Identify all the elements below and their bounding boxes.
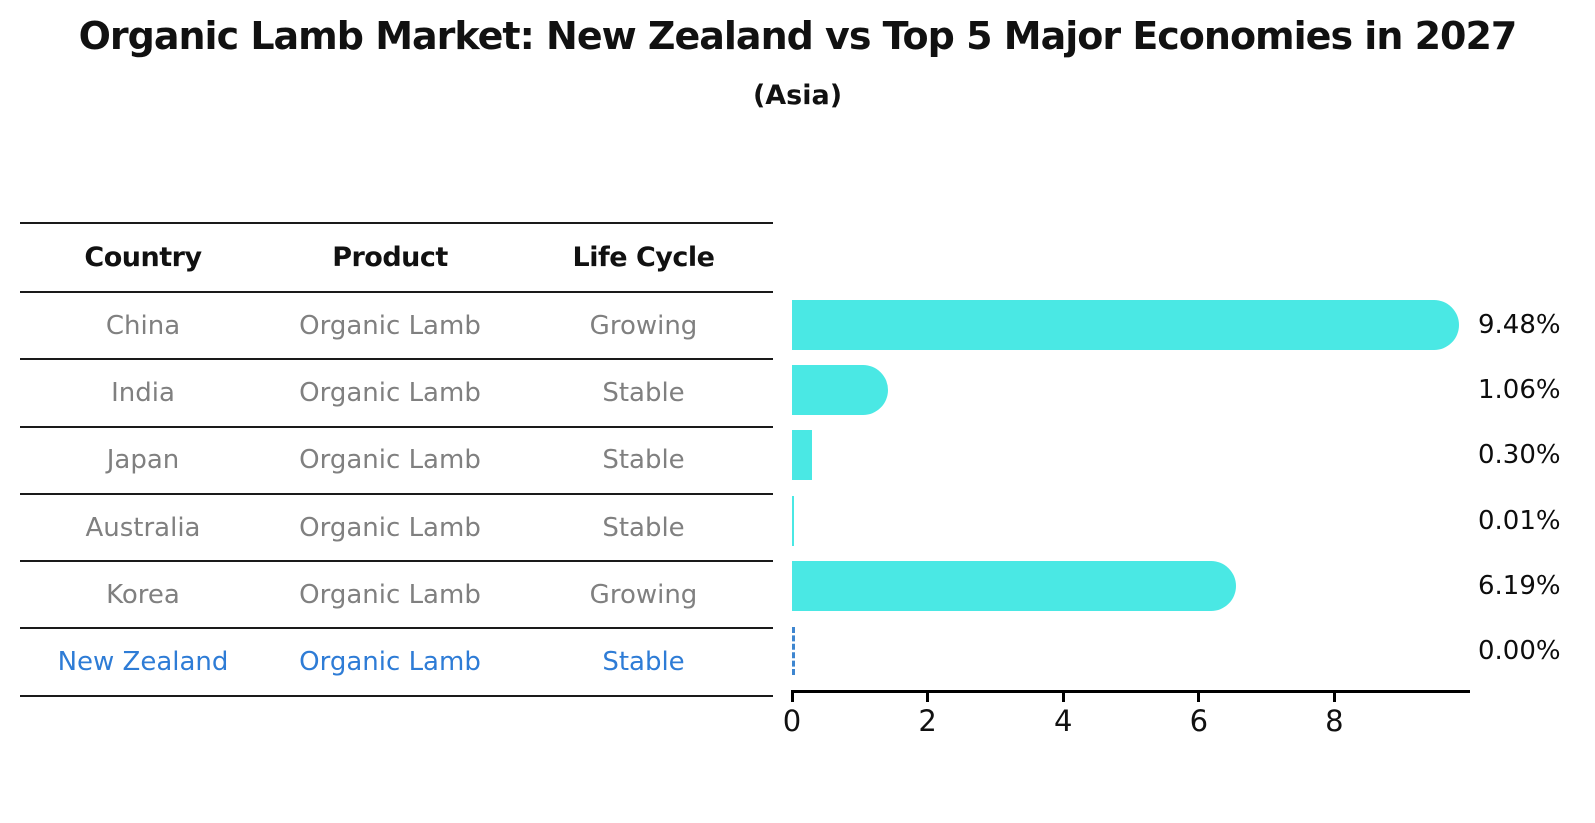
tick-label: 4	[1053, 704, 1073, 738]
tick-label: 0	[782, 704, 802, 738]
column-header-lifecycle: Life Cycle	[572, 242, 715, 273]
bar-row	[792, 357, 1470, 422]
value-label-japan: 0.30%	[1478, 440, 1561, 471]
bar-plot-area	[792, 292, 1470, 684]
cell-lifecycle: Growing	[589, 310, 698, 341]
bar-korea	[792, 560, 1236, 611]
cell-product: Organic Lamb	[299, 512, 481, 543]
tick-mark	[926, 693, 930, 702]
tick-mark	[790, 693, 794, 702]
cell-country: Korea	[106, 579, 180, 610]
table-row-new-zealand: New Zealand Organic Lamb Stable	[20, 629, 773, 694]
bar-row	[792, 292, 1470, 357]
cell-product: Organic Lamb	[299, 647, 481, 678]
x-axis: 0 2 4 6 8	[783, 690, 1470, 740]
column-header-product: Product	[332, 242, 448, 273]
value-label-china: 9.48%	[1478, 309, 1561, 340]
cell-lifecycle: Stable	[602, 512, 685, 543]
bar-china	[792, 299, 1459, 350]
chart-title: Organic Lamb Market: New Zealand vs Top …	[78, 14, 1518, 58]
value-label-india: 1.06%	[1478, 374, 1561, 405]
cell-country: New Zealand	[57, 647, 229, 678]
tick-mark	[1061, 693, 1065, 702]
cell-product: Organic Lamb	[299, 445, 481, 476]
cell-country: Australia	[85, 512, 201, 543]
table-row-china: China Organic Lamb Growing	[20, 293, 773, 361]
value-label-australia: 0.01%	[1478, 505, 1561, 536]
cell-country: India	[111, 377, 175, 408]
cell-lifecycle: Stable	[602, 647, 685, 678]
tick-mark	[1197, 693, 1201, 702]
bar-row	[792, 488, 1470, 553]
tick-label: 2	[918, 704, 937, 738]
cell-lifecycle: Stable	[602, 377, 685, 408]
value-label-korea: 6.19%	[1478, 570, 1561, 601]
cell-country: Japan	[106, 445, 180, 476]
bar-row	[792, 423, 1470, 488]
cell-product: Organic Lamb	[299, 377, 481, 408]
cell-country: China	[105, 310, 181, 341]
bar-row	[792, 618, 1470, 683]
table-row-japan: Japan Organic Lamb Stable	[20, 428, 773, 495]
value-labels: 9.48% 1.06% 0.30% 0.01% 6.19% 0.00%	[1478, 292, 1595, 684]
bar-india	[792, 364, 888, 415]
table-row-india: India Organic Lamb Stable	[20, 360, 773, 428]
cell-product: Organic Lamb	[299, 579, 481, 610]
chart-subtitle: (Asia)	[752, 80, 843, 111]
table-row-australia: Australia Organic Lamb Stable	[20, 495, 773, 563]
cell-product: Organic Lamb	[299, 310, 481, 341]
tick-label: 6	[1189, 704, 1209, 738]
tick-label: 8	[1325, 704, 1344, 738]
value-label-new-zealand: 0.00%	[1478, 636, 1561, 667]
table-header-row: Country Product Life Cycle	[20, 224, 773, 293]
cell-lifecycle: Stable	[602, 445, 685, 476]
bar-australia	[792, 495, 794, 546]
bar-row	[792, 553, 1470, 618]
column-header-country: Country	[84, 242, 202, 273]
table-row-korea: Korea Organic Lamb Growing	[20, 562, 773, 630]
bar-new-zealand-zero-dashed-line	[792, 627, 795, 676]
x-axis-line	[791, 690, 1470, 693]
cell-lifecycle: Growing	[589, 579, 698, 610]
tick-mark	[1332, 693, 1336, 702]
bar-japan	[792, 430, 813, 481]
country-table: Country Product Life Cycle China Organic…	[20, 222, 773, 697]
